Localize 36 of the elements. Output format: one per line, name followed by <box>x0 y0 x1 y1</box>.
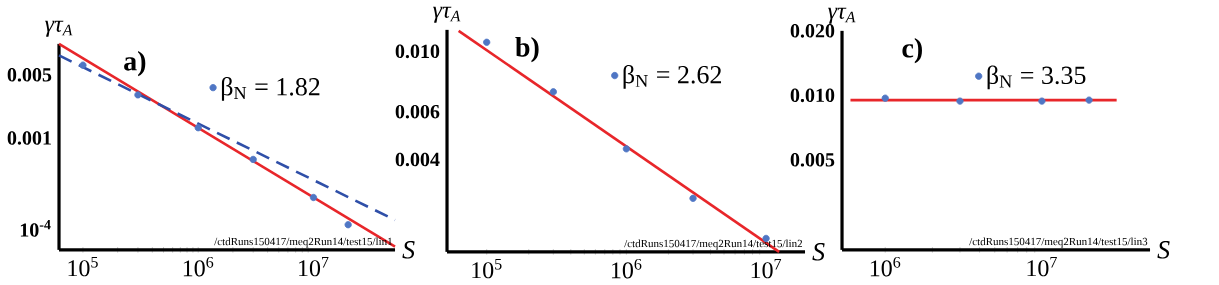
point <box>249 155 257 163</box>
point <box>622 145 630 153</box>
x-tick-label: 10$^{7}$ <box>299 256 329 277</box>
point <box>134 91 142 99</box>
x-tick-label: 10$^{7}$ <box>751 258 782 279</box>
x-tick-label: 10$^{6}$ <box>611 258 642 279</box>
y-tick-label: 0.020 <box>790 24 835 38</box>
legend-label: β$_{N}$ = 1.82 <box>221 76 320 101</box>
y-tick-label: 0.010 <box>790 88 835 103</box>
x-axis-title: S <box>812 243 825 261</box>
point <box>483 38 491 46</box>
annotation: /ctdRuns150417/meq2Run14/test15/lin3 <box>969 237 1148 248</box>
y-tick-label: 0.005 <box>7 67 52 82</box>
point <box>79 61 87 69</box>
x-axis-title: S <box>402 241 415 259</box>
y-tick-label: 0.010 <box>395 44 440 59</box>
x-tick-label: 10$^{5}$ <box>472 258 502 279</box>
annotation: b) <box>515 36 539 63</box>
x-tick-label: 10$^{6}$ <box>870 256 901 277</box>
y-tick-label: 0.004 <box>395 152 440 167</box>
legend-label: β$_{N}$ = 3.35 <box>987 65 1086 90</box>
y-axis-title: γτ$_{A}$ <box>45 20 73 37</box>
y-tick-label: 10$^{-4}$ <box>20 220 51 237</box>
point <box>194 124 202 132</box>
y-tick-label: 0.001 <box>7 131 51 145</box>
x-tick-label: 10$^{5}$ <box>68 256 98 277</box>
y-tick-label: 0.006 <box>395 104 440 119</box>
legend-label: β$_{N}$ = 2.62 <box>623 64 722 89</box>
x-tick-label: 10$^{7}$ <box>1027 256 1057 277</box>
y-axis-title: γτ$_{A}$ <box>828 7 856 24</box>
annotation: c) <box>902 37 922 64</box>
y-tick-label: 0.005 <box>790 152 835 167</box>
annotation: a) <box>124 50 146 77</box>
x-tick-label: 10$^{6}$ <box>183 256 214 277</box>
x-axis-title: S <box>1157 241 1170 259</box>
y-axis-title: γτ$_{A}$ <box>433 6 461 23</box>
